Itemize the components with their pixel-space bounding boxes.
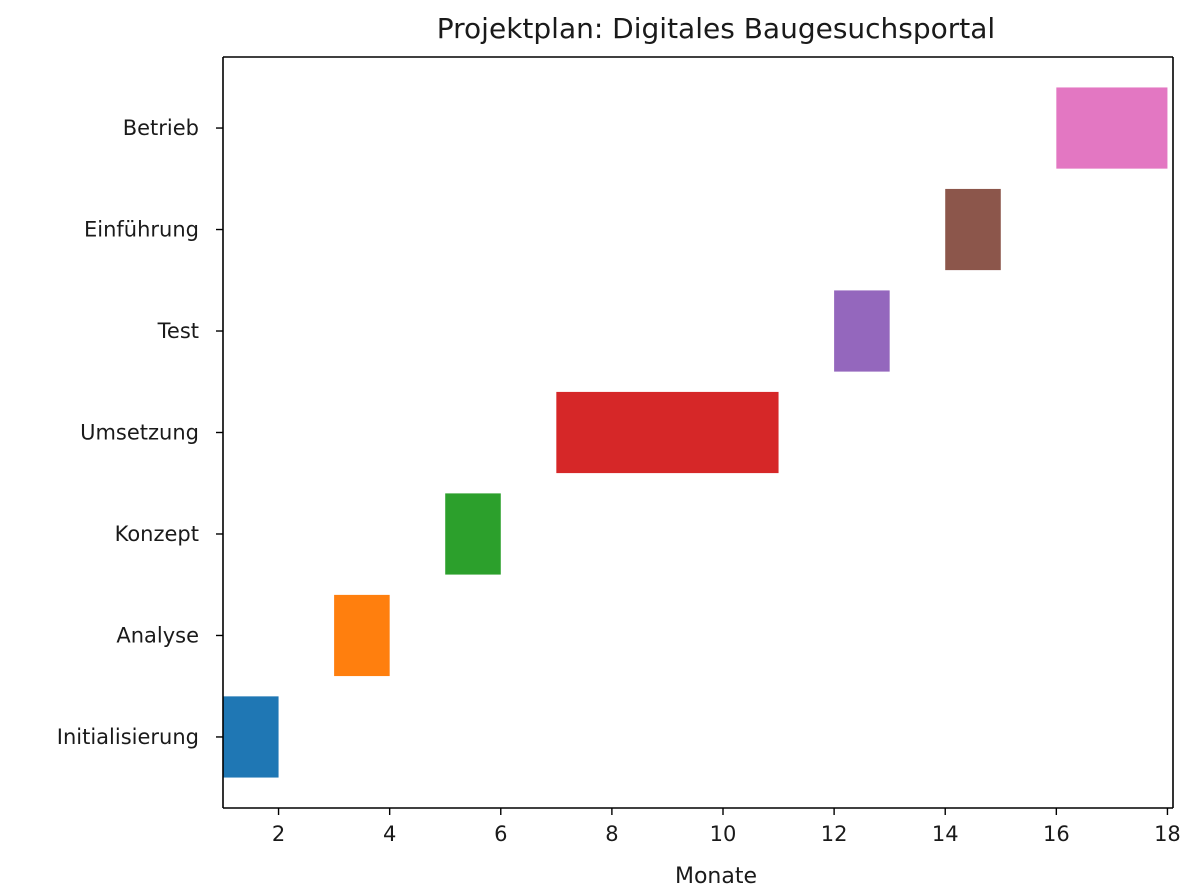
- x-tick-label: 16: [1043, 822, 1070, 846]
- bar-analyse: [334, 594, 390, 677]
- x-tick-label: 6: [494, 822, 507, 846]
- y-tick-label: Konzept: [115, 522, 199, 546]
- bar-konzept: [445, 493, 501, 575]
- x-tick-label: 18: [1154, 822, 1181, 846]
- x-tick-label: 12: [821, 822, 848, 846]
- bar-test: [834, 290, 890, 372]
- x-tick-label: 14: [932, 822, 959, 846]
- y-tick-label: Analyse: [116, 623, 199, 647]
- x-tick-label: 8: [605, 822, 618, 846]
- chart-title: Projektplan: Digitales Baugesuchsportal: [437, 12, 995, 45]
- bar-betrieb: [1056, 87, 1168, 169]
- bar-einf-hrung: [945, 188, 1001, 271]
- y-tick-label: Initialisierung: [57, 725, 199, 749]
- x-axis-label: Monate: [675, 864, 757, 889]
- y-tick-label: Umsetzung: [80, 421, 199, 445]
- axes-layer: 2 4 6 8 10 12 14 16 18 Initialisierung Analyse Konz…: [57, 56, 1181, 846]
- x-tick-label: 10: [710, 822, 737, 846]
- bar-umsetzung: [556, 391, 779, 474]
- bars-layer: [223, 87, 1168, 778]
- bar-initialisierung: [223, 696, 279, 778]
- x-tick-label: 2: [272, 822, 285, 846]
- y-tick-label: Test: [157, 319, 199, 343]
- y-tick-label: Einführung: [84, 218, 199, 242]
- x-tick-label: 4: [383, 822, 396, 846]
- y-tick-label: Betrieb: [123, 116, 199, 140]
